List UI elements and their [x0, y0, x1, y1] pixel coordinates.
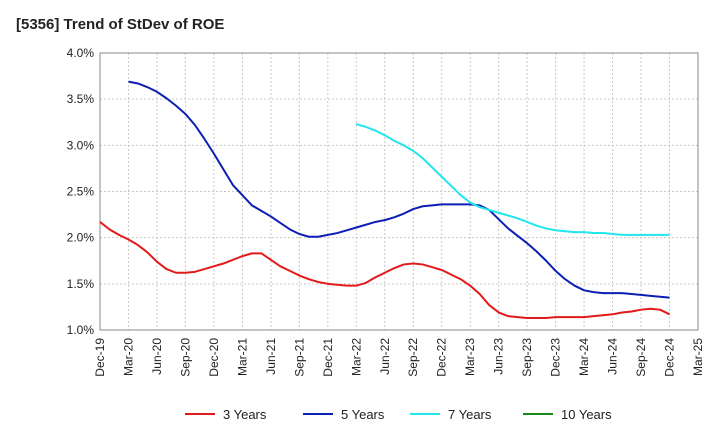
y-tick-label: 4.0% — [67, 46, 95, 60]
legend-label-3-years: 3 Years — [223, 407, 267, 422]
legend-label-10-years: 10 Years — [561, 407, 612, 422]
series-line-5-years — [128, 80, 670, 299]
x-tick-label: Mar-20 — [121, 338, 135, 376]
x-axis-ticks: Dec-19 Mar-20 Jun-20 Sep-20 Dec-20 Mar-21 Jun-… — [93, 338, 705, 377]
series-line-7-years — [356, 123, 670, 236]
y-tick-label: 2.0% — [67, 231, 95, 245]
x-tick-label: Dec-23 — [549, 338, 563, 377]
x-tick-label: Jun-22 — [378, 338, 392, 375]
y-tick-label: 3.0% — [67, 138, 95, 152]
x-tick-label: Mar-24 — [577, 338, 591, 376]
x-tick-label: Mar-21 — [235, 338, 249, 376]
x-tick-label: Sep-20 — [178, 338, 192, 377]
x-tick-label: Jun-21 — [264, 338, 278, 375]
grid-layer — [99, 52, 699, 331]
x-tick-label: Sep-21 — [292, 338, 306, 377]
x-tick-label: Jun-20 — [150, 338, 164, 375]
y-tick-label: 3.5% — [67, 92, 95, 106]
x-tick-label: Sep-24 — [634, 338, 648, 377]
x-tick-label: Dec-24 — [663, 338, 677, 377]
x-tick-label: Mar-25 — [691, 338, 705, 376]
x-tick-label: Dec-22 — [435, 338, 449, 377]
y-tick-label: 1.5% — [67, 277, 95, 291]
legend-label-7-years: 7 Years — [448, 407, 492, 422]
x-tick-label: Dec-20 — [207, 338, 221, 377]
series-layer — [99, 80, 670, 319]
series-line-3-years — [99, 221, 670, 319]
x-tick-label: Sep-23 — [520, 338, 534, 377]
y-tick-label: 2.5% — [67, 185, 95, 199]
x-tick-label: Mar-22 — [349, 338, 363, 376]
legend-label-5-years: 5 Years — [341, 407, 385, 422]
x-tick-label: Dec-19 — [93, 338, 107, 377]
plot-frame — [99, 52, 699, 331]
chart-title: [5356] Trend of StDev of ROE — [16, 16, 225, 33]
y-tick-label: 1.0% — [67, 323, 95, 337]
x-tick-label: Jun-24 — [606, 338, 620, 375]
legend: 3 Years 5 Years 7 Years 10 Years — [185, 407, 612, 422]
x-tick-label: Jun-23 — [492, 338, 506, 375]
x-tick-label: Dec-21 — [321, 338, 335, 377]
y-axis-ticks: 1.0% 1.5% 2.0% 2.5% 3.0% 3.5% 4.0% — [67, 46, 95, 337]
x-tick-label: Mar-23 — [463, 338, 477, 376]
x-tick-label: Sep-22 — [406, 338, 420, 377]
